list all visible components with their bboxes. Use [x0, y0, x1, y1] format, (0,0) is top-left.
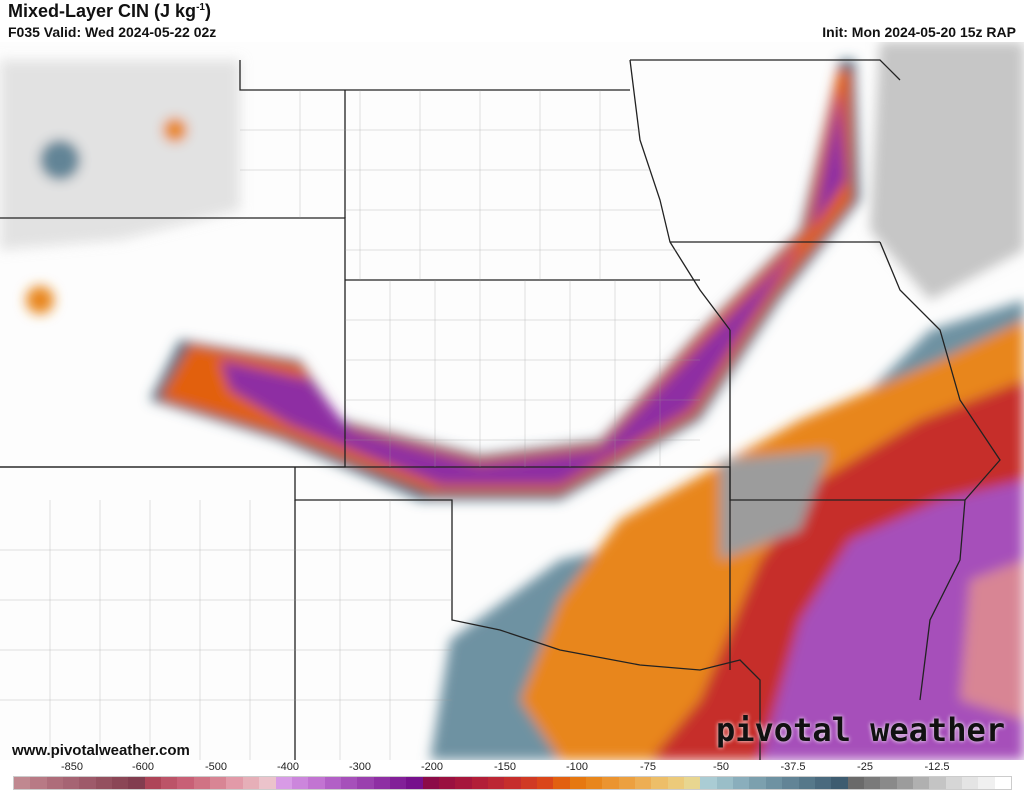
colorbar-swatch [847, 777, 864, 789]
colorbar-label: -75 [640, 761, 656, 773]
colorbar-swatch [602, 777, 619, 789]
cin-map [0, 42, 1024, 760]
colorbar-label: -850 [60, 761, 84, 773]
colorbar-swatch [308, 777, 325, 789]
init-time: Init: Mon 2024-05-20 15z RAP [822, 24, 1016, 40]
colorbar-swatch [814, 777, 832, 789]
colorbar-swatch [275, 777, 292, 789]
colorbar-swatch [161, 777, 178, 789]
colorbar-swatch [651, 777, 668, 789]
colorbar-swatch [324, 777, 341, 789]
colorbar-swatch [112, 777, 129, 789]
valid-time: F035 Valid: Wed 2024-05-22 02z [8, 24, 217, 40]
colorbar-label: -400 [276, 761, 300, 773]
header: Mixed-Layer CIN (J kg-1) F035 Valid: Wed… [0, 0, 1024, 42]
colorbar-label: -600 [131, 761, 155, 773]
colorbar-swatch [471, 777, 488, 789]
map-title-end: ) [204, 1, 211, 21]
colorbar-swatch [798, 777, 815, 789]
colorbar-swatch [242, 777, 260, 789]
colorbar-swatch [520, 777, 537, 789]
colorbar-swatch [455, 777, 472, 789]
colorbar-swatch [226, 777, 243, 789]
colorbar-swatch [635, 777, 652, 789]
colorbar-swatch [79, 777, 96, 789]
colorbar-swatch [831, 777, 848, 789]
colorbar-swatch [553, 777, 570, 789]
colorbar-swatch [357, 777, 374, 789]
colorbar-swatch [929, 777, 946, 789]
colorbar-swatch [537, 777, 554, 789]
colorbar-swatch [700, 777, 717, 789]
colorbar-swatch [406, 777, 423, 789]
colorbar-swatch [733, 777, 750, 789]
colorbar-label: -300 [348, 761, 372, 773]
colorbar-label: -500 [204, 761, 228, 773]
colorbar-swatch [487, 777, 505, 789]
colorbar-swatch [389, 777, 407, 789]
colorbar-swatch [961, 777, 979, 789]
colorbar-swatch [994, 777, 1011, 789]
colorbar-swatch [912, 777, 930, 789]
colorbar-swatch [716, 777, 734, 789]
colorbar-swatch [569, 777, 587, 789]
colorbar-swatch [586, 777, 603, 789]
colorbar-label: -100 [565, 761, 589, 773]
colorbar-swatch [765, 777, 783, 789]
colorbar-swatch [978, 777, 995, 789]
colorbar-label: -50 [713, 761, 729, 773]
colorbar-swatch [95, 777, 113, 789]
colorbar-label: -12.5 [924, 761, 950, 773]
colorbar-swatch [291, 777, 309, 789]
pivotal-weather-logo: pivotal weather [716, 711, 1005, 749]
colorbar-swatch [63, 777, 80, 789]
colorbar-swatch [340, 777, 358, 789]
map-title-superscript: -1 [196, 2, 205, 13]
colorbar-swatch [504, 777, 521, 789]
colorbar-label: -25 [857, 761, 873, 773]
map-title-text: Mixed-Layer CIN (J kg [8, 1, 197, 21]
colorbar-swatch [667, 777, 685, 789]
colorbar-swatch [14, 777, 31, 789]
colorbar-swatch [438, 777, 456, 789]
colorbar-swatch [863, 777, 881, 789]
colorbar-swatch [259, 777, 276, 789]
colorbar-swatch [422, 777, 439, 789]
colorbar-label: -200 [420, 761, 444, 773]
colorbar-swatch [46, 777, 64, 789]
colorbar-swatch [30, 777, 47, 789]
county-lines [0, 90, 700, 760]
colorbar-label: -37.5 [780, 761, 806, 773]
colorbar-label: -150 [493, 761, 517, 773]
colorbar-swatch [373, 777, 390, 789]
colorbar-swatch [144, 777, 162, 789]
colorbar-swatch [749, 777, 766, 789]
colorbar-swatch [128, 777, 145, 789]
colorbar: -850 -600 -500 -400 -300 -200 -150 -100 … [0, 760, 1024, 791]
colorbar-swatch [880, 777, 897, 789]
colorbar-swatch [896, 777, 913, 789]
website-watermark: www.pivotalweather.com [12, 742, 190, 759]
colorbar-swatch [782, 777, 799, 789]
colorbar-swatch [945, 777, 962, 789]
map-title: Mixed-Layer CIN (J kg-1) [8, 1, 211, 22]
colorbar-swatch [210, 777, 227, 789]
cin-field [0, 42, 1024, 760]
state-borders [0, 59, 1001, 760]
colorbar-swatches [13, 776, 1012, 790]
colorbar-swatch [177, 777, 194, 789]
colorbar-swatch [684, 777, 701, 789]
colorbar-swatch [618, 777, 636, 789]
colorbar-swatch [193, 777, 211, 789]
